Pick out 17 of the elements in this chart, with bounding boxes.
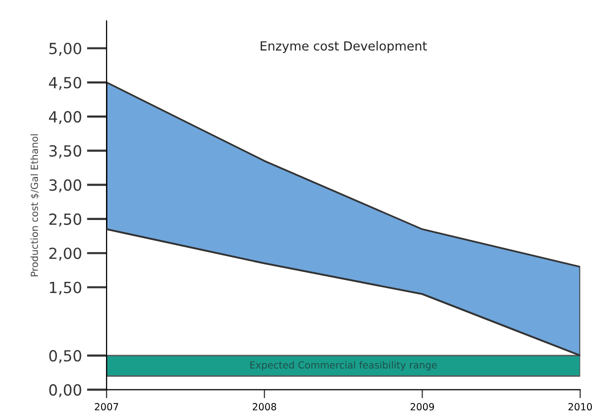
y-axis-title: Production cost $/Gal Ethanol (30, 134, 40, 276)
y-tick-label: 2,50 (49, 213, 82, 227)
text: Enzyme cost Development (260, 40, 427, 54)
y-tick-label: 0,00 (49, 384, 82, 398)
x-tick-label: 2009 (410, 403, 434, 410)
y-tick-label: 4,50 (48, 76, 82, 90)
y-tick-label: 3,00 (49, 179, 82, 192)
x-tick-label: 2008 (252, 403, 276, 410)
band-label: Expected Commercial feasibility range (250, 361, 437, 370)
y-tick-label: 5,00 (49, 42, 82, 56)
y-tick-label: 1,50 (50, 282, 82, 295)
x-tick-label: 2010 (568, 403, 592, 410)
y-tick-label: 0,50 (49, 350, 82, 364)
x-tick-label: 2007 (94, 403, 118, 410)
y-tick-label: 2,00 (49, 248, 82, 261)
y-tick-label: 4,00 (48, 111, 82, 124)
y-tick-label: 3,50 (49, 145, 82, 158)
